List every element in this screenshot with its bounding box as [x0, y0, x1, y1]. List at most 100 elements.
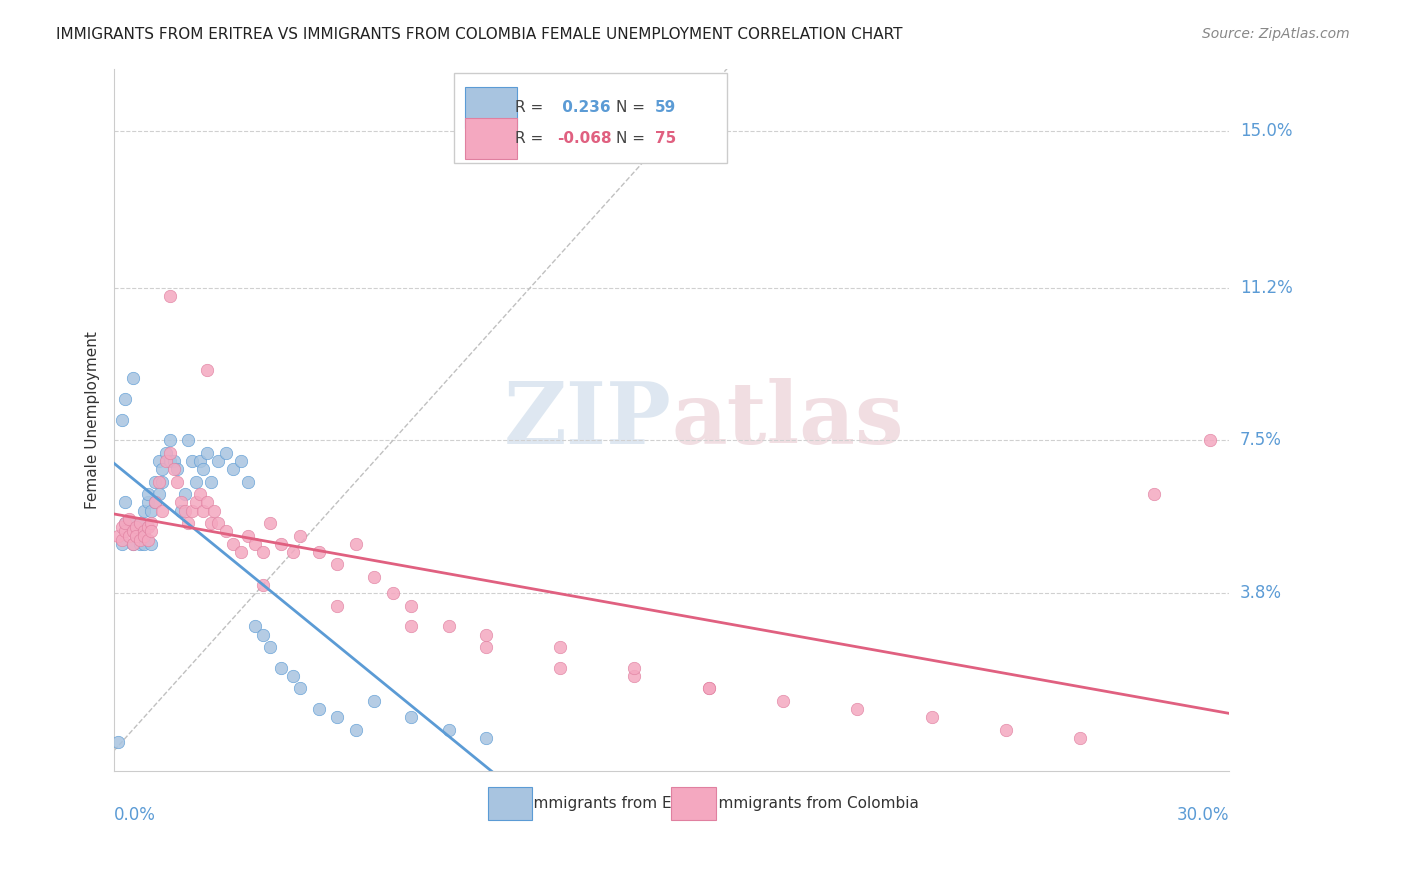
- Point: [288, 528, 311, 542]
- Text: N =: N =: [616, 131, 650, 146]
- Point: [155, 454, 177, 468]
- Point: [184, 495, 207, 509]
- Point: [129, 533, 152, 547]
- Point: [994, 723, 1017, 737]
- Point: [697, 681, 720, 696]
- Point: [236, 475, 259, 489]
- Point: [381, 586, 404, 600]
- Point: [148, 487, 170, 501]
- Point: [159, 289, 181, 303]
- Point: [222, 462, 245, 476]
- Text: Source: ZipAtlas.com: Source: ZipAtlas.com: [1202, 27, 1350, 41]
- Point: [114, 495, 136, 509]
- Point: [207, 454, 229, 468]
- Point: [281, 669, 304, 683]
- Point: [132, 524, 155, 539]
- Point: [111, 537, 134, 551]
- Point: [270, 537, 292, 551]
- Point: [326, 599, 349, 613]
- Point: [152, 462, 174, 476]
- Point: [344, 537, 367, 551]
- Text: N =: N =: [616, 101, 650, 115]
- Point: [229, 454, 252, 468]
- Point: [214, 524, 236, 539]
- Point: [121, 524, 143, 539]
- Point: [129, 537, 152, 551]
- Point: [125, 528, 148, 542]
- Point: [121, 371, 143, 385]
- Point: [107, 735, 129, 749]
- Point: [121, 537, 143, 551]
- Point: [623, 669, 645, 683]
- Point: [170, 495, 193, 509]
- Point: [162, 462, 184, 476]
- Point: [259, 640, 281, 655]
- Point: [159, 454, 181, 468]
- Point: [136, 533, 159, 547]
- Point: [143, 495, 166, 509]
- Point: [107, 528, 129, 542]
- Point: [326, 710, 349, 724]
- FancyBboxPatch shape: [465, 119, 516, 159]
- Point: [111, 520, 134, 534]
- Point: [363, 694, 385, 708]
- Point: [148, 454, 170, 468]
- Point: [252, 628, 274, 642]
- Point: [195, 446, 218, 460]
- Point: [193, 504, 215, 518]
- Point: [177, 434, 200, 448]
- Point: [204, 504, 226, 518]
- Point: [141, 537, 163, 551]
- Text: 30.0%: 30.0%: [1177, 806, 1229, 824]
- Point: [281, 545, 304, 559]
- Text: 11.2%: 11.2%: [1240, 278, 1292, 296]
- Point: [152, 475, 174, 489]
- Text: 75: 75: [655, 131, 676, 146]
- Point: [114, 524, 136, 539]
- Point: [118, 516, 141, 530]
- Point: [148, 475, 170, 489]
- Text: R =: R =: [516, 131, 548, 146]
- Point: [474, 731, 496, 745]
- Text: IMMIGRANTS FROM ERITREA VS IMMIGRANTS FROM COLOMBIA FEMALE UNEMPLOYMENT CORRELAT: IMMIGRANTS FROM ERITREA VS IMMIGRANTS FR…: [56, 27, 903, 42]
- Point: [118, 528, 141, 542]
- Text: Immigrants from Eritrea: Immigrants from Eritrea: [529, 796, 713, 811]
- Point: [401, 710, 423, 724]
- Point: [195, 495, 218, 509]
- Point: [697, 681, 720, 696]
- Point: [401, 599, 423, 613]
- Text: 7.5%: 7.5%: [1240, 432, 1282, 450]
- Point: [623, 661, 645, 675]
- Point: [121, 524, 143, 539]
- Point: [846, 702, 869, 716]
- Point: [111, 533, 134, 547]
- Point: [132, 504, 155, 518]
- Point: [114, 516, 136, 530]
- Point: [166, 475, 188, 489]
- Text: 15.0%: 15.0%: [1240, 121, 1292, 139]
- Point: [921, 710, 943, 724]
- Point: [111, 413, 134, 427]
- Text: ZIP: ZIP: [503, 378, 672, 462]
- Text: 59: 59: [655, 101, 676, 115]
- Point: [252, 578, 274, 592]
- FancyBboxPatch shape: [465, 87, 516, 128]
- Point: [214, 446, 236, 460]
- Point: [1199, 434, 1222, 448]
- Point: [184, 475, 207, 489]
- Point: [129, 516, 152, 530]
- Point: [245, 537, 267, 551]
- Point: [229, 545, 252, 559]
- Point: [245, 619, 267, 633]
- Text: 0.236: 0.236: [557, 101, 610, 115]
- Point: [177, 516, 200, 530]
- Point: [143, 495, 166, 509]
- Point: [181, 504, 204, 518]
- Point: [141, 516, 163, 530]
- Point: [308, 702, 330, 716]
- Point: [344, 723, 367, 737]
- Point: [308, 545, 330, 559]
- Y-axis label: Female Unemployment: Female Unemployment: [86, 331, 100, 508]
- Point: [401, 619, 423, 633]
- Point: [437, 619, 460, 633]
